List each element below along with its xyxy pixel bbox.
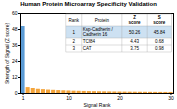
svg-text:Signal Rank: Signal Rank bbox=[84, 102, 111, 108]
svg-text:0.98: 0.98 bbox=[155, 46, 164, 51]
svg-text:2: 2 bbox=[73, 39, 76, 44]
svg-text:36: 36 bbox=[12, 42, 18, 48]
svg-text:Protein: Protein bbox=[95, 18, 110, 23]
svg-text:Zscore: Zscore bbox=[129, 15, 142, 25]
svg-text:20: 20 bbox=[117, 95, 123, 101]
svg-text:50.26: 50.26 bbox=[129, 30, 141, 35]
svg-text:Strength of Signal (Z score): Strength of Signal (Z score) bbox=[4, 23, 10, 84]
svg-text:45.84: 45.84 bbox=[154, 30, 166, 35]
svg-text:3.75: 3.75 bbox=[130, 46, 139, 51]
svg-text:60: 60 bbox=[12, 10, 18, 16]
html-text:Human Protein Microarray Speci: Human Protein Microarray Specificity Val… bbox=[20, 1, 157, 7]
svg-text:30: 30 bbox=[168, 95, 174, 101]
svg-text:Rank: Rank bbox=[69, 18, 80, 23]
svg-text:CAT: CAT bbox=[83, 46, 92, 51]
svg-text:3: 3 bbox=[73, 46, 76, 51]
svg-text:4.43: 4.43 bbox=[130, 39, 139, 44]
svg-text:1: 1 bbox=[22, 95, 25, 101]
svg-text:0: 0 bbox=[15, 90, 18, 96]
svg-text:24: 24 bbox=[12, 58, 18, 64]
svg-text:10: 10 bbox=[66, 95, 72, 101]
svg-text:TCf84: TCf84 bbox=[83, 39, 96, 44]
svg-text:48: 48 bbox=[12, 26, 18, 32]
svg-text:Sscore: Sscore bbox=[153, 15, 166, 25]
svg-text:0.68: 0.68 bbox=[155, 39, 164, 44]
svg-text:Ksp-Cadherin /Cadherin 16: Ksp-Cadherin /Cadherin 16 bbox=[83, 27, 114, 37]
svg-text:1: 1 bbox=[73, 30, 76, 35]
svg-text:12: 12 bbox=[12, 74, 18, 80]
